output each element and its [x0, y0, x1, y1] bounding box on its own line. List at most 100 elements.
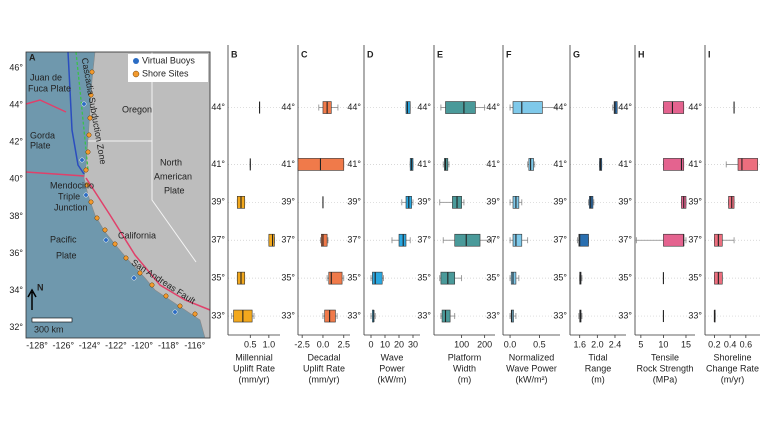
map-label: California: [118, 230, 156, 240]
y-tick-label: 41°: [417, 159, 431, 169]
x-axis-label: (m): [458, 374, 472, 384]
x-axis-label: Platform: [448, 352, 482, 362]
box: [510, 309, 514, 323]
fracture-zone: [25, 171, 85, 177]
x-axis-label: Tensile: [651, 352, 679, 362]
y-tick-label: 44°: [347, 102, 361, 112]
x-tick-label: 0.0: [504, 339, 517, 349]
y-tick-label: 35°: [281, 273, 295, 283]
box: [613, 101, 618, 114]
map-label: Gorda: [30, 130, 55, 140]
box: [441, 309, 451, 323]
x-tick-label: 2.4: [609, 339, 622, 349]
y-tick-label: 39°: [553, 197, 567, 207]
scale-bar: [31, 317, 73, 323]
panel-label: I: [708, 49, 711, 59]
lon-tick-label: -124°: [79, 340, 101, 350]
y-tick-label: 35°: [553, 273, 567, 283]
x-tick-label: 2.0: [591, 339, 604, 349]
y-tick-label: 35°: [486, 273, 500, 283]
y-tick-label: 35°: [211, 273, 225, 283]
x-tick-label: 1.0: [263, 339, 276, 349]
box: [405, 101, 411, 114]
x-axis-label: Decadal: [307, 352, 340, 362]
x-tick-label: 0.6: [740, 339, 753, 349]
x-axis-label: (mm/yr): [239, 374, 270, 384]
lat-tick-label: 36°: [9, 248, 23, 258]
y-tick-label: 41°: [347, 159, 361, 169]
y-tick-label: 44°: [688, 102, 702, 112]
y-tick-label: 44°: [618, 102, 632, 112]
y-tick-label: 37°: [281, 235, 295, 245]
y-tick-label: 37°: [486, 235, 500, 245]
y-tick-label: 44°: [211, 102, 225, 112]
y-tick-label: 35°: [688, 273, 702, 283]
x-tick-label: 0: [368, 339, 373, 349]
y-tick-label: 41°: [211, 159, 225, 169]
y-tick-label: 37°: [417, 235, 431, 245]
y-tick-label: 35°: [347, 273, 361, 283]
y-tick-label: 41°: [553, 159, 567, 169]
x-axis-label: Rock Strength: [636, 363, 693, 373]
lon-tick-label: -120°: [131, 340, 153, 350]
legend-label: Shore Sites: [142, 68, 189, 78]
map-label: 300 km: [34, 324, 64, 334]
y-tick-label: 39°: [486, 197, 500, 207]
y-tick-label: 44°: [486, 102, 500, 112]
y-tick-label: 33°: [281, 310, 295, 320]
x-axis-label: Millennial: [235, 352, 273, 362]
x-axis-label: Tidal: [588, 352, 607, 362]
lat-tick-label: 32°: [9, 322, 23, 332]
x-tick-label: 10: [658, 339, 668, 349]
y-tick-label: 39°: [417, 197, 431, 207]
x-axis-label: Range: [585, 363, 612, 373]
box: [663, 158, 685, 171]
map-label: Plate: [56, 250, 77, 260]
x-tick-label: -2.5: [294, 339, 310, 349]
panel-label: D: [367, 49, 374, 59]
x-axis-label: (m/yr): [721, 374, 745, 384]
box: [512, 101, 543, 114]
map-label: North: [160, 157, 182, 167]
map-label: Pacific: [50, 234, 77, 244]
lat-tick-label: 34°: [9, 285, 23, 295]
box: [268, 233, 275, 247]
x-axis-label: Width: [453, 363, 476, 373]
y-tick-label: 37°: [347, 235, 361, 245]
lon-tick-label: -126°: [52, 340, 74, 350]
y-tick-label: 37°: [553, 235, 567, 245]
map-label: Oregon: [122, 104, 152, 114]
y-tick-label: 39°: [347, 197, 361, 207]
box: [512, 233, 523, 247]
y-tick-label: 33°: [618, 310, 632, 320]
y-tick-label: 44°: [281, 102, 295, 112]
x-axis-label: Change Rate: [706, 363, 759, 373]
shore-sites: [83, 69, 198, 317]
land: [83, 51, 211, 339]
y-tick-label: 33°: [688, 310, 702, 320]
map-label: Plate: [30, 140, 51, 150]
map-label: Fuca Plate: [28, 83, 71, 93]
x-axis-label: Wave: [381, 352, 404, 362]
y-tick-label: 39°: [688, 197, 702, 207]
box: [663, 233, 685, 247]
y-tick-label: 39°: [211, 197, 225, 207]
lat-tick-label: 44°: [9, 99, 23, 109]
map-label: Plate: [164, 185, 185, 195]
y-tick-label: 35°: [618, 273, 632, 283]
panel-label: C: [301, 49, 308, 59]
box: [578, 233, 589, 247]
x-tick-label: 1.6: [573, 339, 586, 349]
legend-label: Virtual Buoys: [142, 55, 195, 65]
x-axis-label: (m): [591, 374, 605, 384]
y-tick-label: 44°: [417, 102, 431, 112]
map-label: Mendocino: [50, 180, 94, 190]
y-tick-label: 37°: [211, 235, 225, 245]
box: [445, 101, 476, 114]
box: [737, 158, 758, 171]
x-tick-label: 30: [408, 339, 418, 349]
y-tick-label: 39°: [618, 197, 632, 207]
legend-box: [128, 54, 208, 82]
x-axis-label: Normalized: [509, 352, 555, 362]
